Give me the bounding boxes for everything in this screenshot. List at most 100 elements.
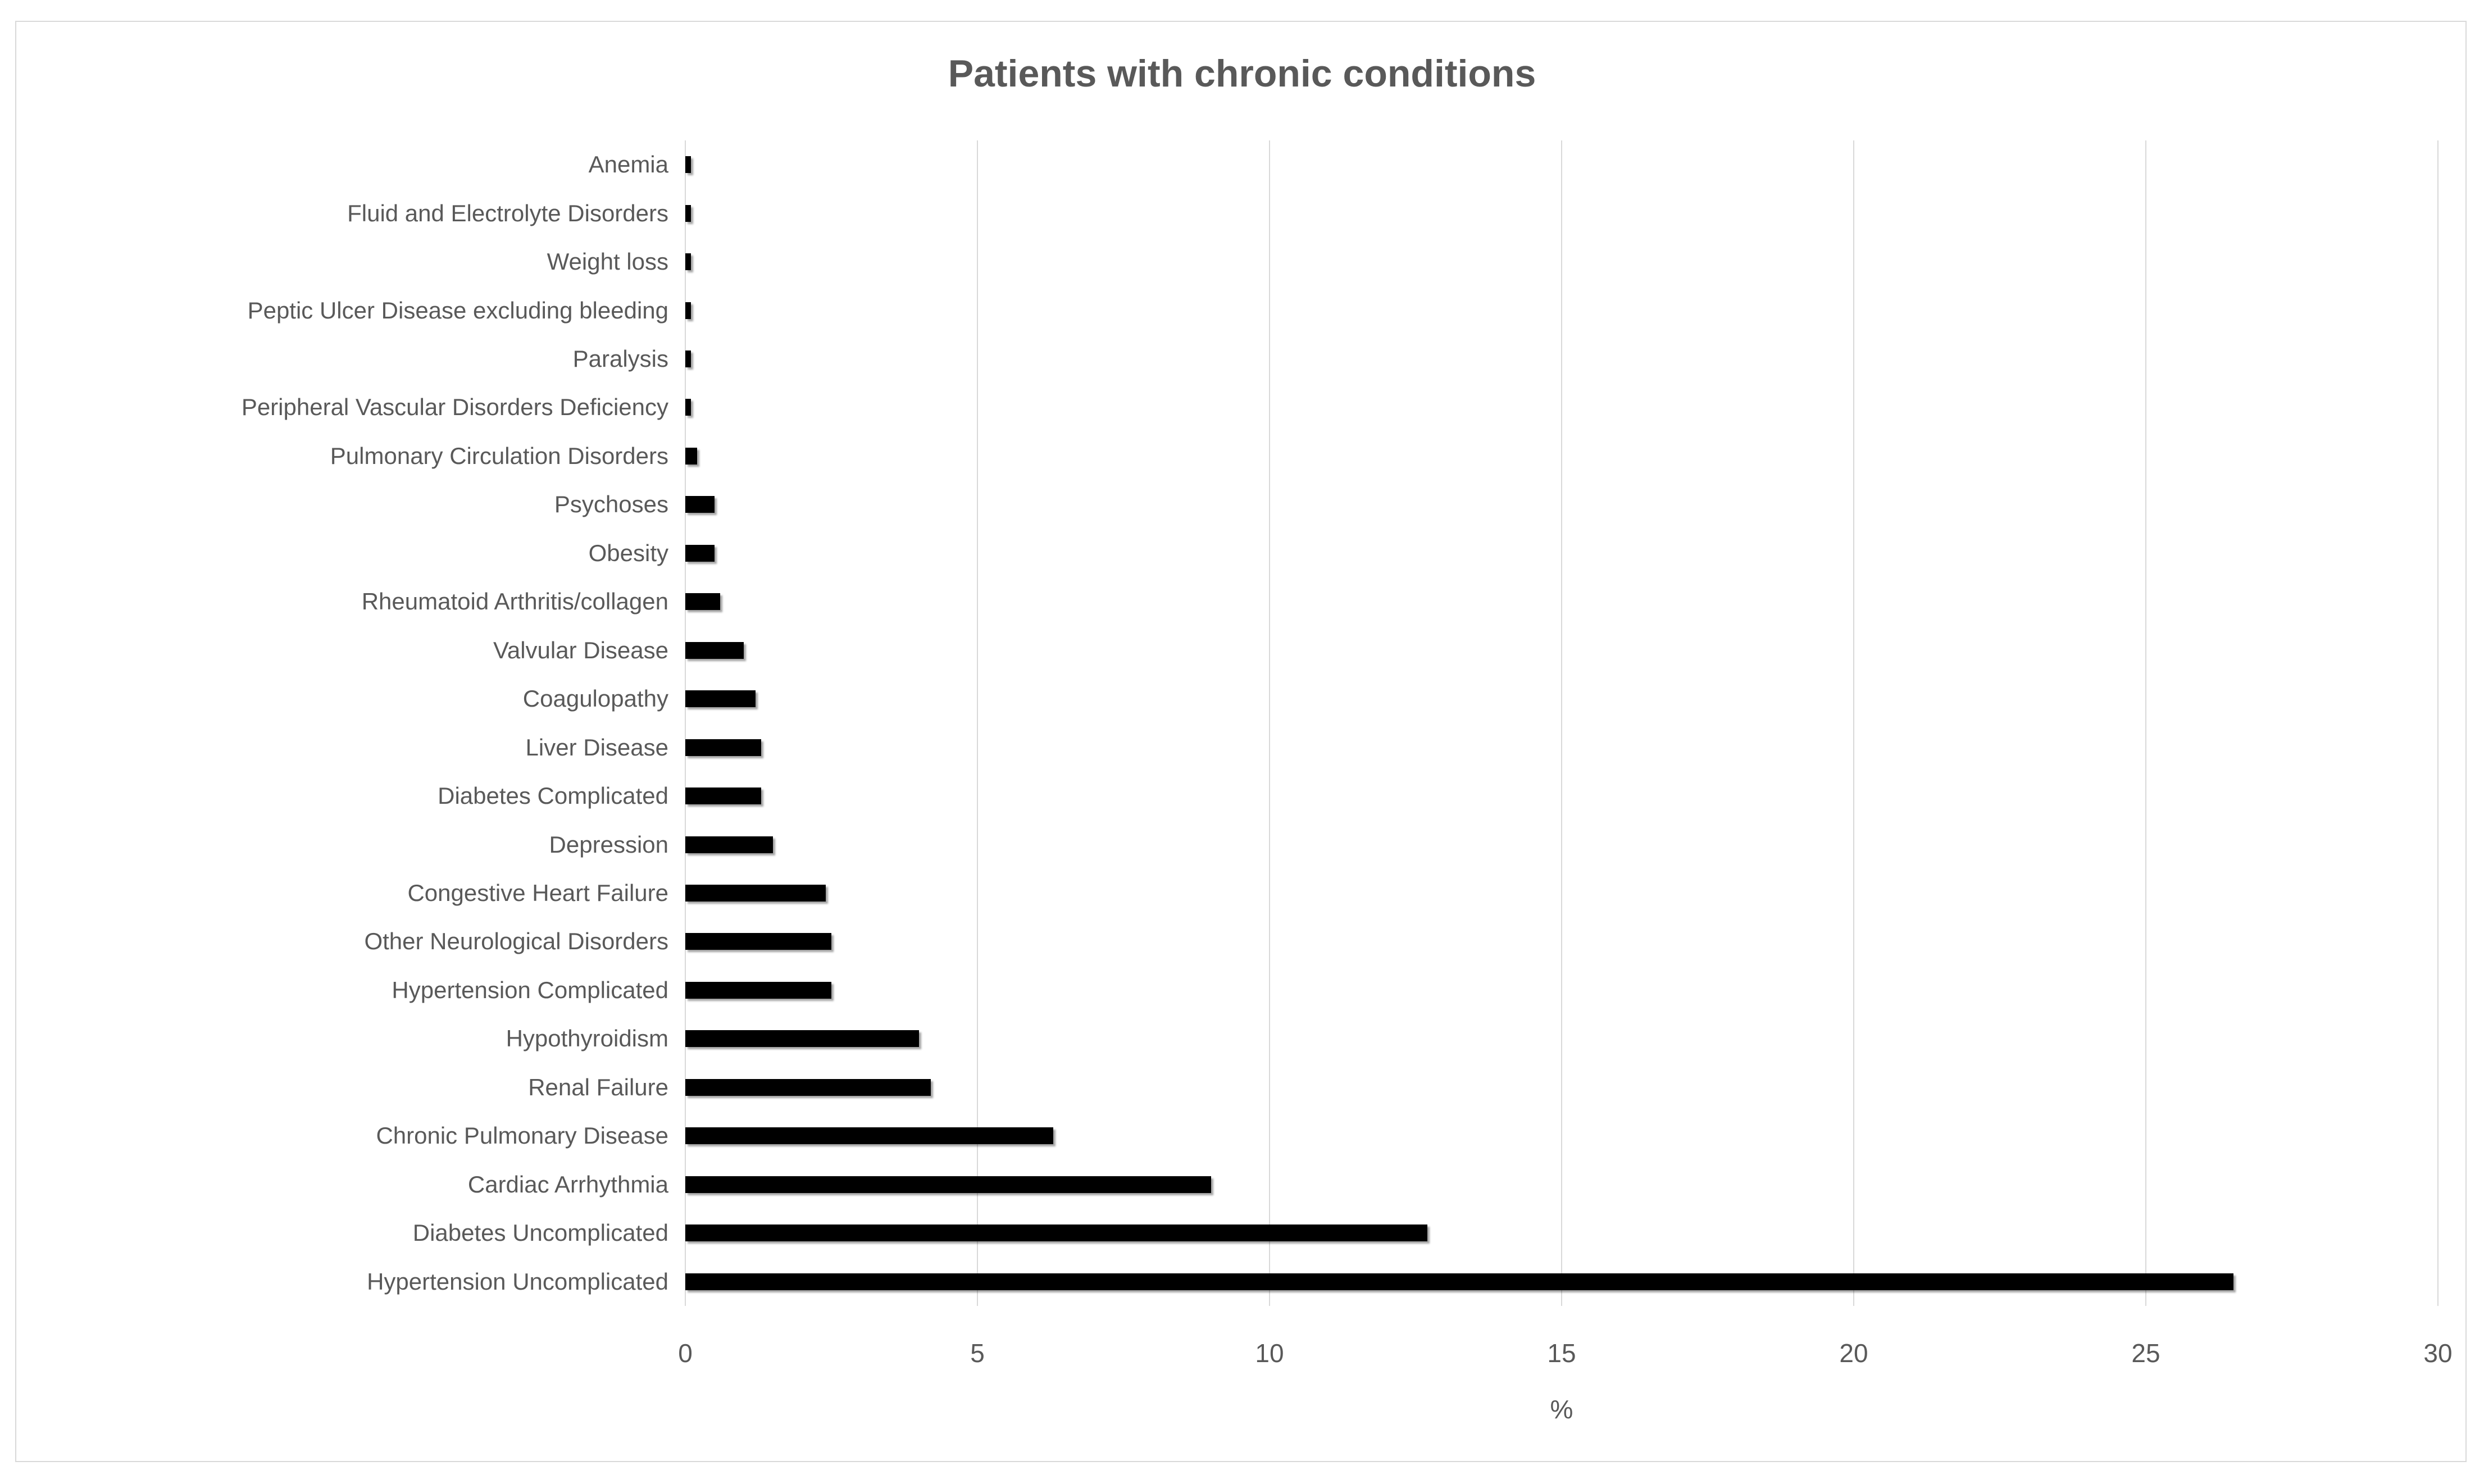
chart-row: Depression	[17, 820, 2438, 868]
bar	[685, 1127, 1054, 1145]
x-tick-label: 25	[2131, 1339, 2160, 1368]
category-label: Cardiac Arrhythmia	[467, 1171, 668, 1198]
bar-track	[685, 577, 2438, 626]
bar	[685, 1224, 1427, 1242]
bar-track	[685, 189, 2438, 237]
chart-row: Chronic Pulmonary Disease	[17, 1112, 2438, 1160]
bar	[685, 739, 762, 756]
category-label: Weight loss	[547, 248, 668, 275]
category-label: Diabetes Complicated	[438, 782, 668, 809]
bar-track	[685, 820, 2438, 868]
category-label: Coagulopathy	[522, 685, 668, 712]
bar-track	[685, 966, 2438, 1014]
chart-row: Rheumatoid Arthritis/collagen	[17, 577, 2438, 626]
bar-track	[685, 626, 2438, 675]
bar-track	[685, 529, 2438, 577]
bar	[685, 641, 744, 659]
x-tick-label: 10	[1255, 1339, 1284, 1368]
category-label: Hypothyroidism	[506, 1025, 668, 1052]
bar	[685, 544, 715, 562]
chart-row: Hypertension Complicated	[17, 966, 2438, 1014]
chart-row: Diabetes Uncomplicated	[17, 1209, 2438, 1257]
category-label: Other Neurological Disorders	[364, 928, 668, 955]
x-tick-label: 5	[970, 1339, 985, 1368]
bar-track	[685, 917, 2438, 966]
bar	[685, 593, 721, 611]
bar-track	[685, 286, 2438, 334]
category-label: Peripheral Vascular Disorders Deficiency	[241, 394, 668, 421]
chart-row: Cardiac Arrhythmia	[17, 1160, 2438, 1209]
category-label: Hypertension Uncomplicated	[367, 1268, 668, 1295]
bar	[685, 350, 691, 368]
rows: Anemia Fluid and Electrolyte Disorders Wei…	[17, 140, 2438, 1306]
chart-row: Hypertension Uncomplicated	[17, 1257, 2438, 1305]
chart-title: Patients with chronic conditions	[948, 52, 1536, 95]
x-tick-label: 20	[1839, 1339, 1868, 1368]
chart-row: Weight loss	[17, 238, 2438, 286]
bar-track	[685, 238, 2438, 286]
gridline-10	[1268, 140, 1270, 1306]
bar-track	[685, 723, 2438, 771]
x-axis-ticks: 0 5 10 15 20 25 30	[678, 1338, 2452, 1372]
bar	[685, 1030, 919, 1048]
chart-row: Pulmonary Circulation Disorders	[17, 432, 2438, 480]
gridline-30	[2437, 140, 2438, 1306]
bar-track	[685, 869, 2438, 917]
gridline-0	[685, 140, 686, 1306]
category-label: Valvular Disease	[493, 636, 668, 663]
bar	[685, 1078, 931, 1096]
x-tick-label: 0	[678, 1339, 693, 1368]
bar	[685, 447, 697, 465]
chart-row: Fluid and Electrolyte Disorders	[17, 189, 2438, 237]
bar	[685, 690, 756, 708]
gridline-5	[976, 140, 978, 1306]
category-label: Fluid and Electrolyte Disorders	[347, 199, 668, 226]
category-label: Hypertension Complicated	[392, 976, 668, 1003]
chart-row: Other Neurological Disorders	[17, 917, 2438, 966]
category-label: Rheumatoid Arthritis/collagen	[361, 588, 668, 615]
bar-track	[685, 432, 2438, 480]
chart-row: Psychoses	[17, 480, 2438, 529]
chart-row: Hypothyroidism	[17, 1014, 2438, 1063]
bar-track	[685, 1257, 2438, 1305]
bar	[685, 885, 826, 902]
chart-row: Paralysis	[17, 335, 2438, 383]
chart-row: Diabetes Complicated	[17, 772, 2438, 820]
category-label: Obesity	[588, 539, 668, 566]
bar	[685, 302, 691, 319]
gridline-20	[1853, 140, 1854, 1306]
x-tick-label: 15	[1547, 1339, 1576, 1368]
x-axis-title: %	[1550, 1395, 1573, 1424]
gridline-15	[1561, 140, 1562, 1306]
bar-track	[685, 1209, 2438, 1257]
chart-row: Obesity	[17, 529, 2438, 577]
chart-row: Peripheral Vascular Disorders Deficiency	[17, 383, 2438, 431]
chart-row: Valvular Disease	[17, 626, 2438, 675]
bar	[685, 204, 691, 222]
bar	[685, 496, 715, 513]
gridline-25	[2145, 140, 2146, 1306]
category-label: Pulmonary Circulation Disorders	[330, 442, 668, 469]
category-label: Paralysis	[572, 345, 668, 372]
category-label: Diabetes Uncomplicated	[412, 1219, 668, 1246]
bar	[685, 156, 691, 174]
bar	[685, 981, 831, 999]
bar-track	[685, 480, 2438, 529]
chart-row: Anemia	[17, 140, 2438, 189]
bar	[685, 933, 831, 950]
category-label: Depression	[549, 831, 668, 858]
bar-track	[685, 335, 2438, 383]
bar-track	[685, 1160, 2438, 1209]
bar	[685, 836, 773, 853]
bar	[685, 399, 691, 416]
bar	[685, 1273, 2233, 1290]
bar	[685, 1176, 1211, 1193]
category-label: Peptic Ulcer Disease excluding bleeding	[247, 297, 668, 324]
bar-track	[685, 675, 2438, 723]
category-label: Renal Failure	[528, 1073, 668, 1100]
category-label: Chronic Pulmonary Disease	[376, 1122, 668, 1149]
chart-row: Peptic Ulcer Disease excluding bleeding	[17, 286, 2438, 334]
gridline-layer	[685, 140, 2438, 1306]
bar-track	[685, 772, 2438, 820]
